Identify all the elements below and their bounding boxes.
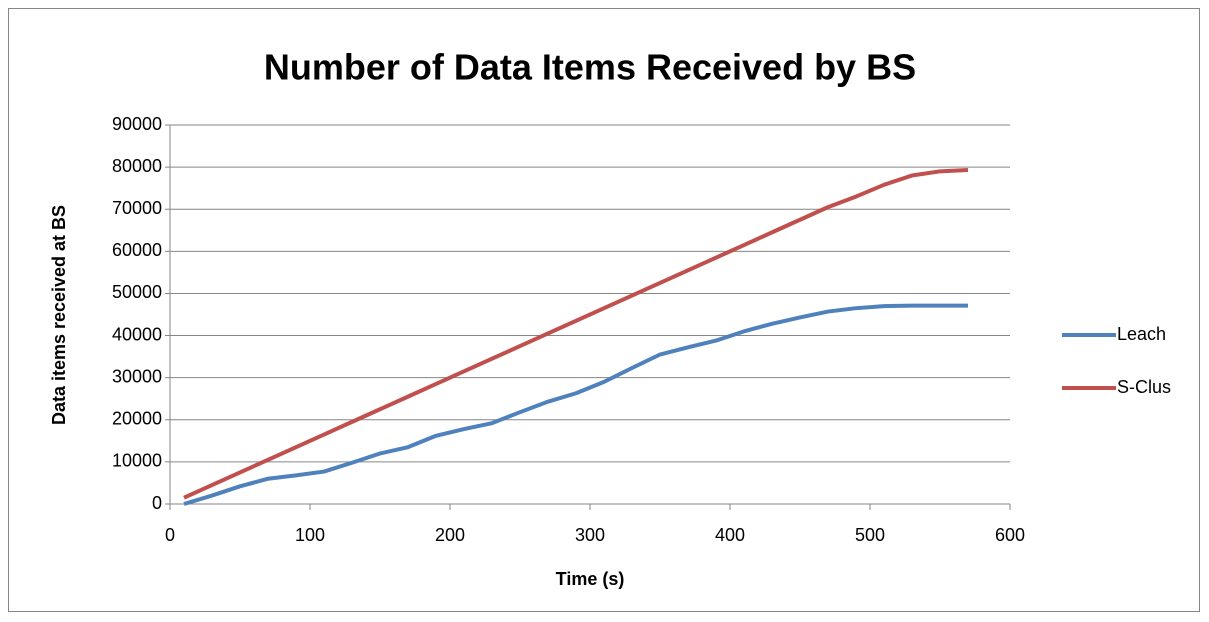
legend-label: S-Clus [1117, 377, 1171, 397]
series-line [183, 303, 968, 506]
x-tick-label: 300 [575, 525, 605, 545]
x-tick-label: 100 [295, 525, 325, 545]
y-tick-label: 90000 [112, 114, 162, 134]
x-tick-label: 0 [165, 525, 175, 545]
y-tick-label: 80000 [112, 156, 162, 176]
x-tick-label: 500 [855, 525, 885, 545]
x-tick-label: 600 [995, 525, 1025, 545]
y-tick-label: 50000 [112, 282, 162, 302]
y-axis-label: Data items received at BS [49, 205, 69, 425]
y-tick-label: 60000 [112, 240, 162, 260]
y-tick-label: 30000 [112, 366, 162, 386]
y-tick-label: 10000 [112, 451, 162, 471]
legend-label: Leach [1117, 324, 1166, 344]
y-tick-label: 70000 [112, 198, 162, 218]
chart-title: Number of Data Items Received by BS [264, 47, 916, 88]
x-tick-label: 200 [435, 525, 465, 545]
x-axis-label: Time (s) [556, 569, 625, 589]
y-tick-label: 20000 [112, 409, 162, 429]
y-tick-label: 0 [152, 493, 162, 513]
x-tick-label: 400 [715, 525, 745, 545]
series-line [183, 168, 969, 500]
y-tick-label: 40000 [112, 324, 162, 344]
